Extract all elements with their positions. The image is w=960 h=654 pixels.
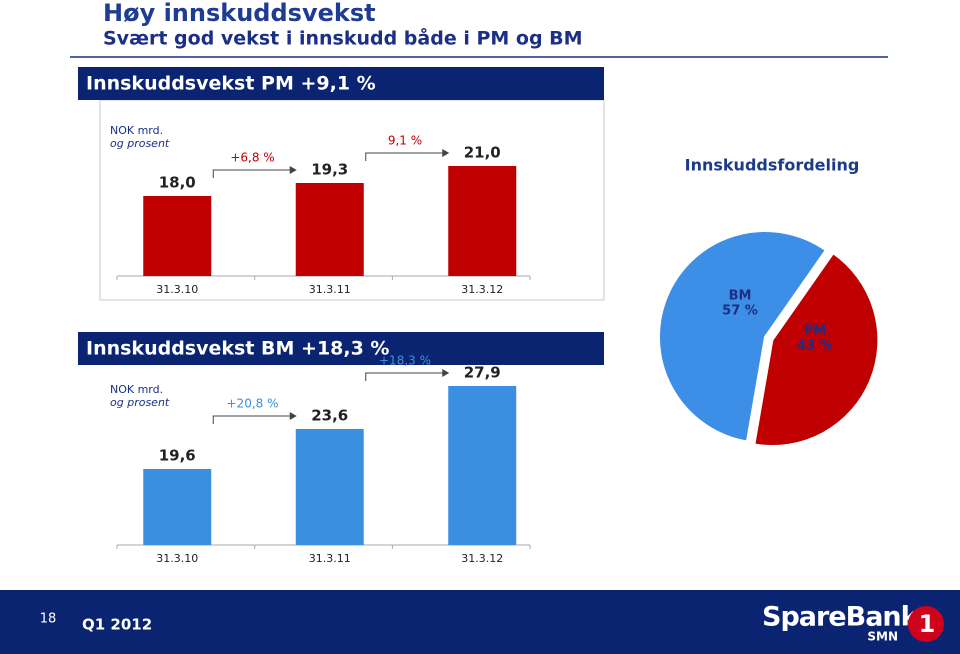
- value-label: 21,0: [464, 144, 501, 162]
- arrow-head: [442, 149, 450, 157]
- x-tick-label: 31.3.10: [156, 552, 198, 565]
- unit-label: og prosent: [110, 137, 170, 150]
- logo-subtext: SMN: [867, 630, 898, 644]
- slide-title: Høy innskuddsvekst: [103, 0, 376, 27]
- arrow-head: [289, 166, 297, 174]
- slice-label: BM: [729, 289, 752, 304]
- value-label: 19,3: [311, 161, 348, 179]
- value-label: 18,0: [159, 174, 196, 192]
- chart-header: [78, 332, 604, 365]
- unit-label: NOK mrd.: [110, 124, 163, 137]
- growth-label: +20,8 %: [227, 397, 279, 411]
- arrow-head: [289, 412, 297, 420]
- x-tick-label: 31.3.11: [309, 552, 351, 565]
- value-label: 19,6: [159, 447, 196, 465]
- logo-text: SpareBank: [762, 602, 920, 633]
- x-tick-label: 31.3.12: [461, 283, 503, 296]
- bar: [448, 386, 517, 545]
- unit-label: og prosent: [110, 396, 170, 409]
- slide-subtitle: Svært god vekst i innskudd både i PM og …: [103, 26, 583, 50]
- bar: [295, 429, 364, 545]
- chart-title: Innskuddsvekst PM +9,1 %: [86, 73, 376, 95]
- logo-mark: [908, 606, 944, 642]
- x-tick-label: 31.3.10: [156, 283, 198, 296]
- x-tick-label: 31.3.12: [461, 552, 503, 565]
- arrow-head: [442, 369, 450, 377]
- pie-slice: [753, 251, 880, 448]
- chart-header: [78, 67, 604, 100]
- slice-value: 57 %: [722, 304, 758, 319]
- slice-value: 43 %: [797, 339, 833, 354]
- chart-title: Innskuddsvekst BM +18,3 %: [86, 338, 389, 360]
- value-label: 27,9: [464, 364, 501, 382]
- pie-slice: [658, 230, 828, 443]
- growth-label: +18,3 %: [379, 354, 431, 368]
- value-label: 23,6: [311, 407, 348, 425]
- page-number: 18: [40, 612, 57, 627]
- x-tick-label: 31.3.11: [309, 283, 351, 296]
- growth-arrow: [212, 415, 292, 424]
- unit-label: NOK mrd.: [110, 383, 163, 396]
- growth-label: +6,8 %: [230, 151, 274, 165]
- growth-arrow: [365, 372, 445, 381]
- chart-title: Innskuddsfordeling: [685, 156, 860, 175]
- growth-arrow: [365, 152, 445, 161]
- growth-label: 9,1 %: [388, 134, 422, 148]
- footer-bar: [0, 590, 960, 654]
- bar: [448, 166, 517, 276]
- bar: [143, 196, 212, 276]
- footer-period: Q1 2012: [82, 616, 152, 634]
- bar: [295, 183, 364, 276]
- slice-label: PM: [804, 324, 826, 339]
- logo-mark-glyph: 1: [919, 610, 936, 638]
- growth-arrow: [212, 169, 292, 178]
- bar: [143, 469, 212, 545]
